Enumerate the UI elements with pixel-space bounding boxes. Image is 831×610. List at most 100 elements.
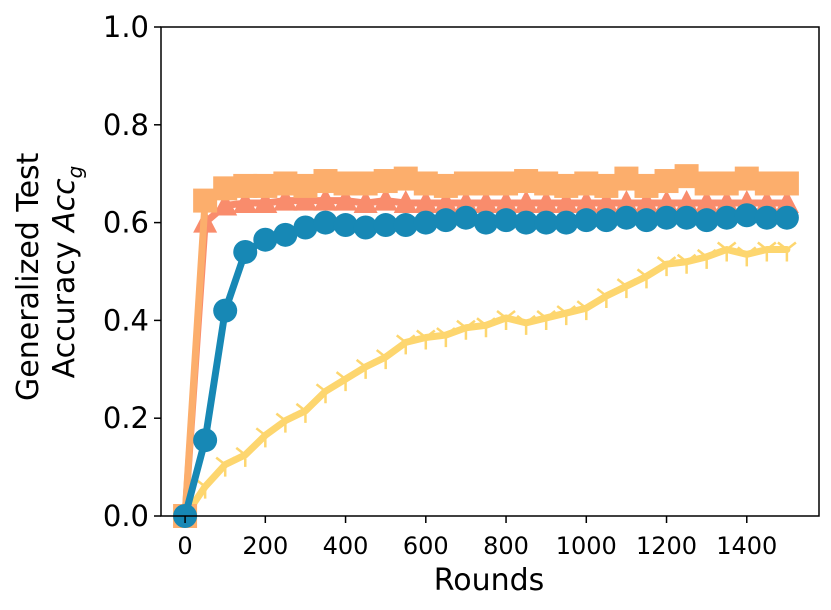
data-point <box>333 213 358 238</box>
data-point <box>674 205 699 230</box>
data-point <box>453 171 478 196</box>
data-point <box>433 173 458 198</box>
data-point <box>614 190 639 214</box>
data-point <box>233 190 258 214</box>
data-point <box>634 190 659 214</box>
y-axis-title-line1: Generalized Test <box>11 152 46 401</box>
data-point <box>534 190 559 214</box>
data-point <box>235 446 256 467</box>
data-point <box>594 190 619 214</box>
data-point <box>494 171 519 196</box>
data-point <box>634 173 659 198</box>
x-tick-label: 0 <box>177 532 192 560</box>
data-point <box>373 213 398 238</box>
y-axis: 0.0 0.2 0.4 0.6 0.8 1.0 <box>103 10 161 533</box>
data-point <box>193 428 218 453</box>
data-point <box>253 190 278 214</box>
data-point <box>554 173 579 198</box>
data-point <box>614 166 639 191</box>
data-point <box>634 208 659 233</box>
data-point <box>233 173 258 198</box>
data-point <box>313 169 338 194</box>
data-point <box>636 268 657 289</box>
data-point <box>676 253 697 274</box>
data-point <box>353 190 378 214</box>
data-point <box>554 190 579 214</box>
data-point <box>754 171 779 196</box>
data-point <box>694 171 719 196</box>
y-tick-label: 0.2 <box>103 401 149 435</box>
data-point <box>694 208 719 233</box>
data-point <box>453 190 478 214</box>
data-point <box>576 300 597 321</box>
data-point <box>696 248 717 269</box>
data-point <box>393 166 418 191</box>
data-point <box>737 246 757 267</box>
data-point <box>556 305 576 326</box>
data-point <box>453 205 478 230</box>
y-axis-title: Generalized Test Accuracy Accg <box>11 143 87 401</box>
data-point <box>714 171 739 196</box>
y-axis-title-sub: g <box>63 166 87 179</box>
data-point <box>594 173 619 198</box>
data-point <box>473 210 498 235</box>
data-point <box>774 205 799 230</box>
y-tick-label: 0.8 <box>103 108 149 142</box>
data-point <box>694 190 719 214</box>
data-point <box>574 208 599 233</box>
x-tick-label: 800 <box>483 532 529 560</box>
x-tick-label: 400 <box>323 532 369 560</box>
y-tick-label: 0.0 <box>103 499 149 533</box>
data-point <box>413 210 438 235</box>
data-point <box>355 358 376 379</box>
x-axis-title: Rounds <box>434 563 545 598</box>
data-point <box>313 187 338 211</box>
x-axis: 0 200 400 600 800 1000 1200 1400 <box>177 516 777 560</box>
data-point <box>333 171 358 196</box>
data-point <box>293 173 318 198</box>
data-point <box>536 309 556 330</box>
data-point <box>295 402 316 423</box>
data-point <box>476 317 496 338</box>
data-point <box>253 227 278 252</box>
data-point <box>716 241 737 262</box>
data-point <box>273 187 298 211</box>
data-point <box>213 192 238 216</box>
plot-marks <box>173 164 799 528</box>
x-tick-label: 200 <box>242 532 288 560</box>
data-point <box>213 298 238 323</box>
data-point <box>433 190 458 214</box>
data-point <box>596 287 617 308</box>
data-point <box>393 213 418 238</box>
data-point <box>754 190 779 214</box>
data-point <box>757 241 777 262</box>
data-point <box>674 190 699 214</box>
data-point <box>416 329 436 350</box>
data-point <box>774 171 799 196</box>
data-point <box>456 319 476 340</box>
data-point <box>494 208 519 233</box>
x-tick-label: 1000 <box>556 532 617 560</box>
data-point <box>375 349 396 370</box>
data-point <box>313 210 338 235</box>
data-point <box>413 190 438 214</box>
data-point <box>333 187 358 211</box>
series-line <box>181 197 791 520</box>
data-point <box>335 371 356 392</box>
x-tick-label: 1400 <box>716 532 777 560</box>
data-point <box>516 314 536 335</box>
data-point <box>514 169 539 194</box>
data-point <box>614 205 639 230</box>
series-line <box>181 245 791 520</box>
series-tri-line <box>175 241 797 528</box>
series-square <box>173 164 799 528</box>
x-tick-label: 600 <box>403 532 449 560</box>
data-point <box>514 190 539 214</box>
data-point <box>255 427 276 448</box>
data-point <box>373 187 398 211</box>
data-point <box>433 208 458 233</box>
data-point <box>714 190 739 214</box>
data-point <box>436 327 456 348</box>
data-point <box>293 215 318 240</box>
